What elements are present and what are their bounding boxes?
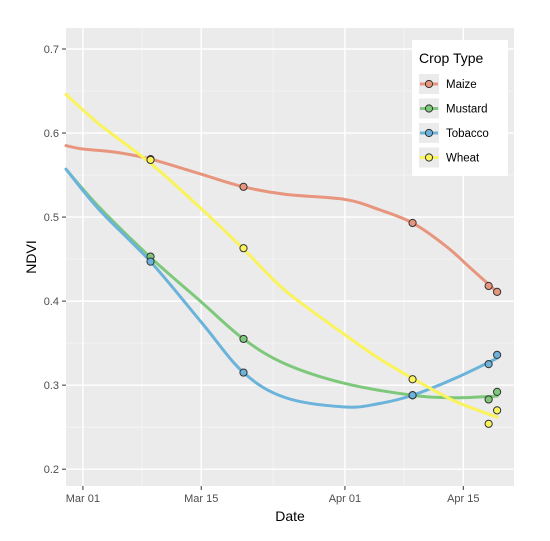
legend-item-tobacco: Tobacco (419, 123, 489, 143)
data-points (146, 154, 502, 428)
point-tobacco (239, 368, 248, 377)
x-tick-label: Apr 15 (447, 493, 479, 505)
line-wheat (64, 92, 499, 419)
point-mustard (239, 334, 248, 344)
smooth-lines (64, 92, 499, 419)
x-tick-label: Mar 15 (184, 493, 218, 505)
point-wheat (408, 375, 417, 384)
point-tobacco (492, 350, 502, 360)
point-mustard (484, 395, 493, 404)
point-maize (492, 287, 502, 296)
y-tick-label: 0.6 (44, 128, 59, 140)
legend-label: Tobacco (446, 128, 489, 140)
y-tick-label: 0.4 (44, 296, 59, 308)
point-mustard (492, 387, 502, 396)
legend-item-mustard: Mustard (419, 98, 488, 119)
y-axis-title: NDVI (23, 240, 39, 273)
point-maize (408, 218, 417, 228)
point-wheat (484, 419, 493, 428)
y-tick-label: 0.5 (44, 212, 59, 224)
y-tick-label: 0.7 (44, 44, 59, 56)
legend: Crop Type Maize Mustard Tobacco Wheat (412, 40, 508, 176)
legend-key-point (424, 104, 434, 113)
legend-label: Wheat (446, 153, 480, 165)
legend-title: Crop Type (419, 50, 484, 66)
legend-items: Maize Mustard Tobacco Wheat (419, 74, 489, 168)
point-wheat (492, 406, 502, 415)
point-tobacco (146, 257, 155, 266)
y-tick-label: 0.3 (44, 380, 59, 392)
point-wheat (146, 155, 155, 165)
legend-label: Mustard (446, 104, 488, 116)
line-maize (64, 144, 499, 294)
line-mustard (64, 167, 499, 400)
point-tobacco (484, 360, 493, 369)
point-tobacco (408, 391, 417, 400)
point-maize (484, 281, 493, 291)
x-tick-label: Apr 01 (329, 493, 361, 505)
x-axis-title: Date (275, 508, 305, 524)
line-tobacco (64, 167, 499, 409)
point-wheat (239, 244, 248, 253)
y-tick-label: 0.2 (44, 464, 59, 476)
legend-label: Maize (446, 79, 477, 91)
x-axis-ticks: Mar 01 Mar 15 Apr 01 Apr 15 (66, 486, 479, 505)
y-axis-ticks: 0.2 0.3 0.4 0.5 0.6 0.7 (44, 44, 66, 476)
legend-key-point (424, 79, 434, 89)
legend-item-wheat: Wheat (419, 147, 480, 168)
legend-key-point (424, 128, 434, 138)
legend-item-maize: Maize (419, 74, 477, 94)
x-tick-label: Mar 01 (66, 493, 100, 505)
legend-key-point (424, 153, 434, 162)
point-maize (239, 182, 248, 191)
